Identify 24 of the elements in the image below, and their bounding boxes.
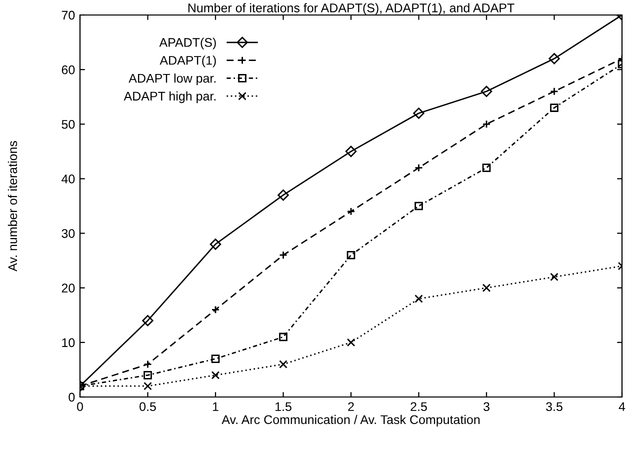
y-tick-label: 40 <box>62 174 75 184</box>
y-tick-label: 20 <box>62 284 75 293</box>
x-tick-label: 0.5 <box>140 402 156 412</box>
x-tick-label: 1 <box>212 402 218 411</box>
x-tick-label: 2.5 <box>410 402 427 412</box>
x-tick-label: 3 <box>484 402 490 412</box>
x-tick-label: 0 <box>77 402 83 412</box>
x-tick-label: 3.5 <box>546 402 562 412</box>
legend-label: APADT(S) <box>159 38 216 50</box>
y-tick-label: 60 <box>62 65 75 74</box>
legend-label: ADAPT(1) <box>160 56 216 68</box>
x-axis-title: Av. Arc Communication / Av. Task Computation <box>222 414 480 427</box>
y-tick-label: 70 <box>62 10 75 20</box>
x-tick-label: 1.5 <box>276 402 292 412</box>
legend-label: ADAPT low par. <box>128 74 216 86</box>
x-tick-label: 4 <box>618 402 626 411</box>
y-axis-title: Av. number of iterations <box>8 141 18 272</box>
y-tick-label: 10 <box>62 338 75 348</box>
y-tick-label: 30 <box>62 229 75 238</box>
chart-title: Number of iterations for ADAPT(S), ADAPT(1), and ADAPT <box>188 3 514 15</box>
legend-label: ADAPT high par. <box>124 91 216 104</box>
y-tick-label: 0 <box>68 392 75 402</box>
x-tick-label: 2 <box>348 402 354 411</box>
y-tick-label: 50 <box>62 120 75 129</box>
